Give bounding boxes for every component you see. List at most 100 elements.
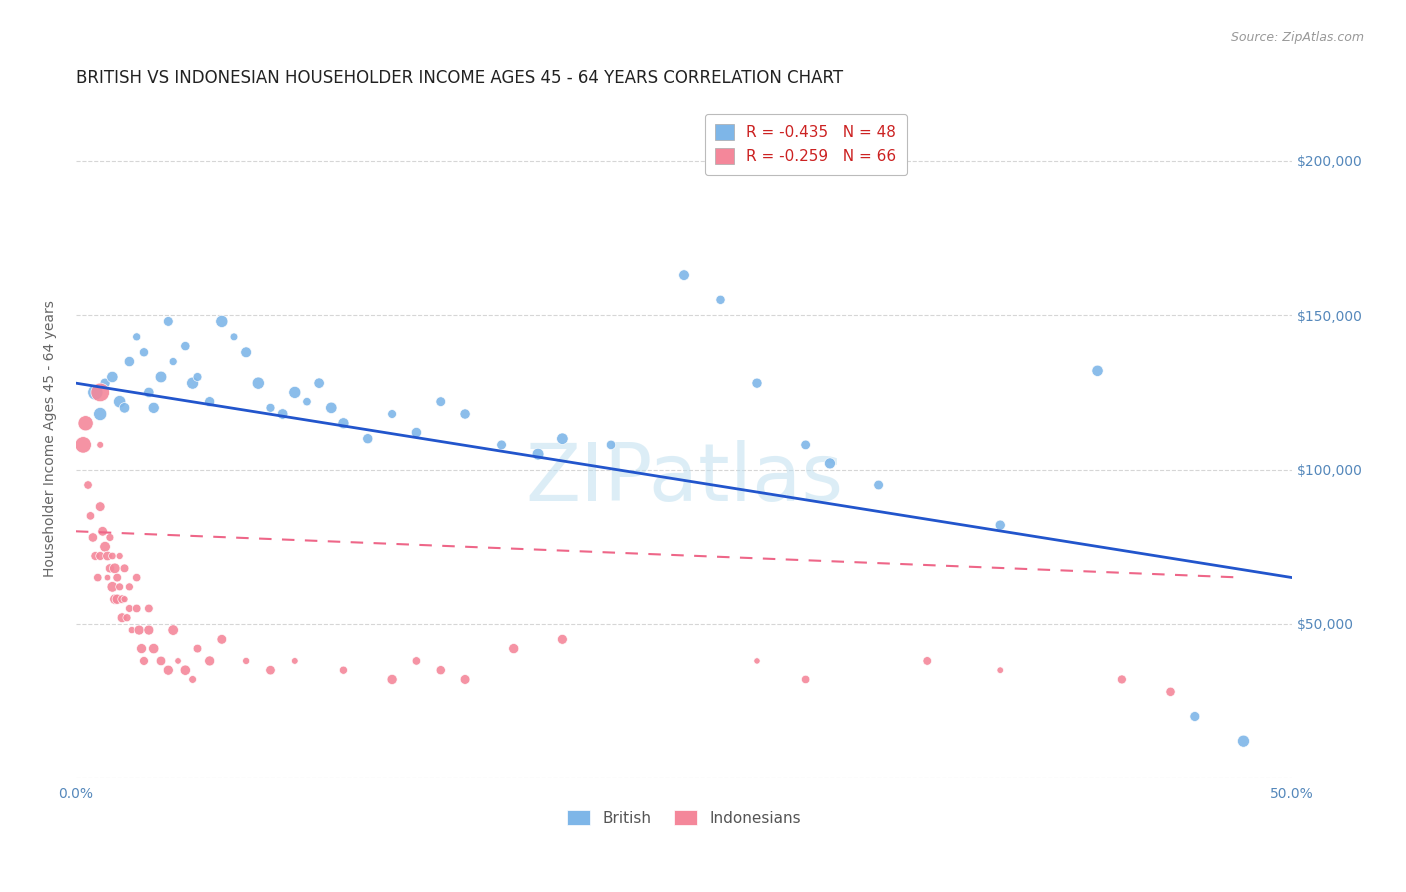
Point bbox=[198, 654, 221, 668]
Text: BRITISH VS INDONESIAN HOUSEHOLDER INCOME AGES 45 - 64 YEARS CORRELATION CHART: BRITISH VS INDONESIAN HOUSEHOLDER INCOME… bbox=[76, 69, 844, 87]
Point bbox=[132, 345, 155, 359]
Point bbox=[111, 611, 134, 625]
Point bbox=[111, 592, 134, 607]
Point bbox=[222, 330, 245, 344]
Point bbox=[114, 561, 136, 575]
Point bbox=[818, 457, 841, 471]
Point bbox=[91, 524, 114, 539]
Point bbox=[174, 339, 197, 353]
Point bbox=[162, 623, 184, 637]
Point bbox=[259, 401, 281, 415]
Point bbox=[125, 571, 148, 585]
Point bbox=[108, 580, 131, 594]
Point bbox=[89, 407, 111, 421]
Point bbox=[181, 376, 204, 391]
Point bbox=[917, 654, 939, 668]
Point bbox=[101, 580, 124, 594]
Point bbox=[89, 500, 111, 514]
Point bbox=[150, 370, 173, 384]
Point bbox=[1160, 685, 1182, 699]
Point bbox=[89, 438, 111, 452]
Point bbox=[235, 654, 257, 668]
Point bbox=[98, 561, 121, 575]
Point bbox=[429, 394, 451, 409]
Point bbox=[82, 531, 104, 545]
Point bbox=[295, 394, 318, 409]
Point bbox=[72, 438, 94, 452]
Point bbox=[157, 314, 180, 328]
Point bbox=[454, 673, 477, 687]
Point bbox=[118, 354, 141, 368]
Point bbox=[1184, 709, 1206, 723]
Y-axis label: Householder Income Ages 45 - 64 years: Householder Income Ages 45 - 64 years bbox=[44, 301, 58, 577]
Point bbox=[121, 623, 143, 637]
Point bbox=[105, 592, 128, 607]
Point bbox=[186, 370, 208, 384]
Point bbox=[96, 549, 118, 563]
Point bbox=[84, 549, 107, 563]
Point bbox=[101, 549, 124, 563]
Point bbox=[186, 641, 208, 656]
Text: Source: ZipAtlas.com: Source: ZipAtlas.com bbox=[1230, 31, 1364, 45]
Point bbox=[454, 407, 477, 421]
Point bbox=[332, 417, 354, 431]
Point bbox=[259, 663, 281, 677]
Point bbox=[405, 425, 427, 440]
Point bbox=[211, 632, 233, 647]
Point bbox=[284, 385, 307, 400]
Point bbox=[167, 654, 190, 668]
Point bbox=[271, 407, 294, 421]
Point bbox=[709, 293, 731, 307]
Point bbox=[745, 654, 768, 668]
Point bbox=[94, 376, 117, 391]
Point bbox=[672, 268, 695, 282]
Point bbox=[108, 394, 131, 409]
Point bbox=[108, 549, 131, 563]
Point bbox=[96, 571, 118, 585]
Point bbox=[150, 654, 173, 668]
Point bbox=[125, 330, 148, 344]
Point bbox=[131, 641, 153, 656]
Point bbox=[94, 540, 117, 554]
Point bbox=[98, 531, 121, 545]
Point bbox=[794, 438, 817, 452]
Point bbox=[114, 592, 136, 607]
Point bbox=[745, 376, 768, 391]
Point bbox=[794, 673, 817, 687]
Text: ZIPatlas: ZIPatlas bbox=[524, 441, 844, 518]
Point bbox=[142, 401, 165, 415]
Point bbox=[284, 654, 307, 668]
Point bbox=[114, 401, 136, 415]
Point bbox=[89, 549, 111, 563]
Point bbox=[75, 417, 97, 431]
Point bbox=[1087, 364, 1109, 378]
Point bbox=[381, 673, 404, 687]
Point bbox=[142, 641, 165, 656]
Legend: British, Indonesians: British, Indonesians bbox=[561, 804, 807, 831]
Point bbox=[381, 407, 404, 421]
Point bbox=[118, 601, 141, 615]
Point bbox=[87, 571, 110, 585]
Point bbox=[125, 601, 148, 615]
Point bbox=[198, 394, 221, 409]
Point bbox=[174, 663, 197, 677]
Point bbox=[84, 385, 107, 400]
Point bbox=[157, 663, 180, 677]
Point bbox=[138, 385, 160, 400]
Point bbox=[79, 508, 101, 523]
Point bbox=[308, 376, 330, 391]
Point bbox=[988, 663, 1011, 677]
Point bbox=[77, 478, 100, 492]
Point bbox=[105, 571, 128, 585]
Point bbox=[118, 580, 141, 594]
Point bbox=[600, 438, 623, 452]
Point bbox=[211, 314, 233, 328]
Point bbox=[491, 438, 513, 452]
Point bbox=[132, 654, 155, 668]
Point bbox=[89, 385, 111, 400]
Point bbox=[357, 432, 380, 446]
Point bbox=[104, 561, 127, 575]
Point bbox=[181, 673, 204, 687]
Point bbox=[115, 611, 138, 625]
Point bbox=[1111, 673, 1133, 687]
